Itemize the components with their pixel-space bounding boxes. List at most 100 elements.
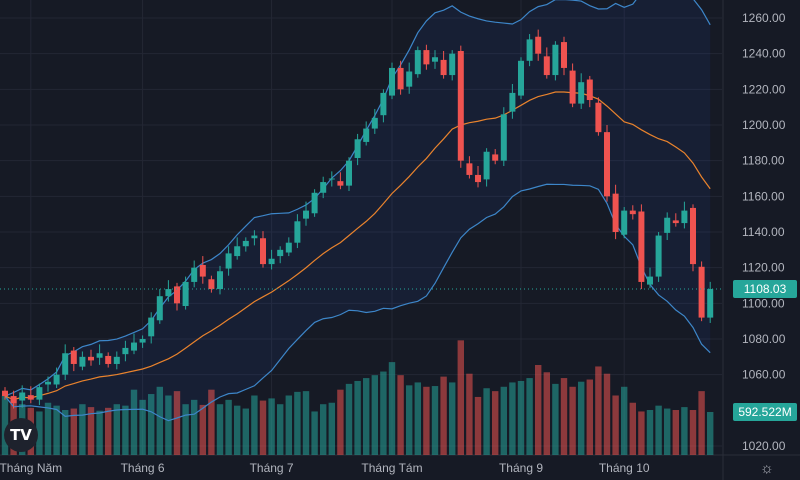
candle-body	[466, 163, 473, 175]
volume-bar	[320, 404, 327, 455]
candle-body	[96, 353, 103, 358]
candle-body	[182, 281, 189, 307]
volume-bar	[268, 398, 275, 455]
volume-bar	[552, 383, 559, 455]
candle-body	[277, 249, 284, 257]
candle-body	[105, 355, 112, 364]
volume-bar	[105, 407, 112, 455]
volume-bar	[535, 365, 542, 455]
volume-bar	[130, 389, 138, 455]
volume-bar	[363, 378, 370, 455]
bollinger-lower-band	[4, 183, 711, 422]
last-price-badge	[733, 280, 797, 299]
tradingview-logo[interactable]: TV	[4, 418, 38, 452]
settings-gear-icon[interactable]: ☼	[760, 460, 774, 477]
candle-body	[664, 217, 671, 233]
volume-bar	[449, 382, 456, 455]
candle-body	[595, 102, 602, 133]
volume-bar	[612, 395, 619, 455]
candle-body	[698, 266, 705, 318]
y-tick-label: 1260.00	[742, 11, 786, 25]
volume-bar	[440, 376, 447, 455]
volume-bar	[431, 386, 439, 455]
volume-bar	[457, 340, 464, 455]
candle-body	[543, 56, 550, 76]
volume-bar	[388, 362, 396, 455]
candle-body	[638, 211, 645, 282]
x-tick-label: Tháng Năm	[0, 461, 62, 475]
volume-bar	[44, 402, 52, 455]
candle-body	[518, 60, 524, 96]
volume-bar	[113, 404, 120, 455]
volume-bar	[414, 382, 421, 455]
volume-bar	[191, 399, 198, 455]
candle-body	[337, 181, 344, 186]
candle-body	[578, 82, 585, 104]
volume-bar	[371, 375, 378, 455]
volume-bar	[96, 410, 103, 455]
candle-body	[88, 356, 94, 361]
candle-body	[320, 182, 327, 193]
volume-bar	[543, 372, 550, 455]
candle-body	[174, 286, 180, 304]
volume-bar	[62, 410, 69, 455]
volume-bar	[79, 404, 86, 455]
candle-body	[406, 71, 413, 87]
x-tick-label: Tháng 9	[499, 461, 543, 475]
volume-bar	[406, 385, 413, 455]
volume-bar	[139, 399, 146, 455]
volume-bar	[53, 405, 60, 455]
volume-bar	[629, 402, 636, 455]
candle-body	[79, 356, 86, 367]
y-tick-label: 1200.00	[742, 118, 786, 132]
volume-bar	[526, 378, 533, 455]
y-tick-label: 1160.00	[742, 189, 785, 203]
volume-bar	[294, 391, 301, 455]
x-tick-label: Tháng 6	[121, 461, 165, 475]
candle-body	[707, 289, 714, 318]
volume-bar	[156, 386, 163, 455]
volume-bar	[672, 410, 679, 455]
candle-body	[526, 39, 533, 61]
volume-bar	[492, 391, 499, 455]
volume-bar	[36, 411, 43, 455]
volume-bar	[87, 407, 95, 455]
y-tick-label: 1220.00	[742, 82, 786, 96]
candle-body	[363, 128, 370, 142]
candle-body	[285, 242, 292, 253]
candle-body	[27, 395, 34, 400]
candle-body	[131, 342, 137, 351]
candle-body	[36, 387, 43, 400]
volume-bar	[277, 404, 284, 455]
candle-body	[346, 160, 352, 186]
candle-body	[423, 50, 430, 65]
last-price-label: 1108.03	[744, 282, 787, 296]
candle-body	[19, 392, 26, 401]
y-tick-label: 1120.00	[742, 261, 785, 275]
candle-body	[156, 296, 163, 321]
volume-bar	[242, 408, 249, 455]
candle-body	[199, 264, 206, 277]
candle-body	[122, 347, 129, 355]
volume-bar	[234, 405, 241, 455]
candle-body	[569, 70, 576, 104]
candle-body	[655, 235, 662, 277]
volume-bar	[354, 380, 361, 455]
candle-body	[629, 210, 636, 215]
volume-bar	[182, 404, 189, 455]
y-tick-label: 1180.00	[742, 154, 785, 168]
volume-bar	[707, 412, 714, 455]
volume-bar	[578, 381, 585, 455]
volume-bar	[70, 408, 77, 455]
volume-bar	[655, 405, 662, 455]
candle-body	[294, 221, 301, 243]
candle-body	[621, 210, 628, 235]
volume-bar	[285, 395, 292, 455]
x-tick-label: Tháng 10	[599, 461, 650, 475]
last-volume-label: 592.522M	[738, 405, 791, 419]
volume-bar	[466, 373, 473, 455]
candle-body	[690, 207, 696, 265]
x-tick-label: Tháng Tám	[361, 461, 422, 475]
volume-bar	[165, 395, 172, 455]
